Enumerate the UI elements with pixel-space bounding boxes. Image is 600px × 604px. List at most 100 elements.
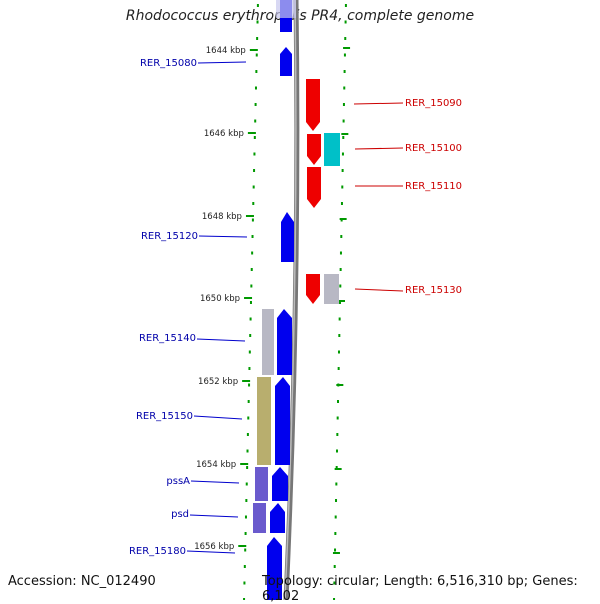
map-title: Rhodococcus erythropolis PR4, complete g…	[125, 8, 475, 24]
gene-rer-15120[interactable]	[281, 212, 294, 262]
feature-violet-pssa	[255, 467, 268, 501]
label-rer-15130[interactable]: RER_15130	[405, 285, 462, 296]
label-rer-15080[interactable]: RER_15080	[140, 58, 197, 69]
leader-rer-15180	[186, 550, 236, 554]
left-tick-track	[243, 4, 259, 600]
left-track-dot	[246, 433, 249, 436]
right-track-dot	[338, 301, 341, 304]
right-track-dot	[342, 103, 345, 106]
left-track-dot	[248, 383, 251, 387]
label-pssa[interactable]: pssA	[166, 476, 190, 487]
gene-rer-15180[interactable]	[267, 537, 282, 600]
left-track-dot	[253, 152, 256, 156]
label-rer-15120[interactable]: RER_15120	[141, 231, 198, 242]
right-major-tick	[338, 300, 345, 302]
right-track-dot	[337, 400, 339, 403]
left-track-dot	[252, 202, 255, 205]
kbp-tick-label: 1648 kbp	[202, 212, 242, 222]
label-rer-15150[interactable]: RER_15150	[136, 411, 193, 422]
left-label-group: RER_15080 RER_15120 RER_15140 RER_15150 …	[129, 58, 248, 557]
left-track-dot	[248, 350, 251, 354]
major-tick-mark	[240, 463, 249, 465]
feature-olive-15150	[257, 377, 271, 465]
label-rer-15100[interactable]: RER_15100	[405, 143, 462, 154]
accession-text: Accession: NC_012490	[8, 574, 156, 589]
right-track-dot	[342, 119, 345, 123]
label-rer-15180[interactable]: RER_15180	[129, 546, 186, 557]
left-track-dot	[243, 565, 246, 568]
left-track-dot	[249, 301, 252, 304]
right-track-dot	[340, 202, 343, 205]
left-track-dot	[244, 548, 247, 552]
left-feature-track	[253, 0, 296, 600]
right-track-dot	[341, 169, 344, 172]
left-track-dot	[252, 185, 255, 189]
right-major-tick	[339, 218, 347, 220]
left-track-dot	[246, 466, 249, 469]
major-tick-mark	[247, 132, 256, 134]
left-track-dot	[245, 482, 248, 486]
left-track-dot	[254, 86, 257, 90]
leader-pssa	[190, 480, 240, 484]
right-track-dot	[339, 268, 342, 271]
gene-rer-15150[interactable]	[275, 377, 290, 465]
leader-rer-15150	[193, 415, 243, 420]
label-psd[interactable]: psd	[171, 509, 189, 520]
left-track-dot	[248, 367, 251, 370]
right-major-tick	[336, 384, 344, 386]
gene-rer-15130[interactable]	[306, 274, 320, 304]
right-track-dot	[337, 367, 340, 370]
left-track-dot	[246, 449, 249, 453]
left-track-dot	[253, 136, 256, 139]
right-track-dot	[334, 515, 337, 519]
right-track-dot	[340, 235, 343, 238]
left-track-dot	[243, 581, 246, 585]
right-track-dot	[339, 251, 342, 255]
feature-gray-15130	[324, 274, 339, 304]
right-track-dot	[338, 334, 341, 337]
left-track-dot	[247, 416, 250, 420]
right-track-dot	[343, 53, 346, 57]
left-track-dot	[251, 251, 254, 255]
label-rer-15090[interactable]: RER_15090	[405, 98, 462, 109]
left-track-dot	[247, 400, 250, 403]
left-track-dot	[255, 53, 258, 57]
gene-pssa[interactable]	[272, 467, 288, 501]
gene-rer-15110[interactable]	[307, 167, 321, 208]
right-track-dot	[341, 185, 344, 189]
right-track-dot	[333, 598, 336, 600]
gene-rer-15090[interactable]	[306, 79, 320, 131]
leader-rer-15130	[354, 288, 404, 292]
genome-backbone-highlight	[284, 0, 297, 600]
left-track-dot	[251, 235, 254, 238]
feature-gray-15140	[262, 309, 274, 375]
kbp-tick-label: 1650 kbp	[200, 294, 240, 304]
left-track-dot	[251, 218, 254, 222]
right-track-dot	[343, 86, 346, 90]
right-major-tick	[343, 47, 351, 49]
right-track-dot	[344, 20, 347, 24]
left-track-dot	[250, 268, 253, 271]
right-track-dot	[342, 136, 345, 139]
left-track-dot	[255, 70, 258, 73]
kbp-tick-label: 1646 kbp	[204, 129, 244, 139]
gene-rer-15140[interactable]	[277, 309, 292, 375]
label-rer-15110[interactable]: RER_15110	[405, 181, 462, 192]
label-rer-15140[interactable]: RER_15140	[139, 333, 196, 344]
right-track-dot	[337, 350, 340, 354]
right-track-dot	[335, 482, 338, 486]
gene-rer-15080[interactable]	[280, 47, 292, 76]
left-track-dot	[244, 515, 247, 519]
kbp-tick-label: 1654 kbp	[196, 460, 236, 470]
leader-rer-15120	[198, 235, 248, 238]
gene-rer-15100[interactable]	[307, 134, 321, 165]
right-major-tick	[334, 468, 342, 470]
gene-psd[interactable]	[270, 503, 285, 533]
gene-block-top-faint	[276, 0, 296, 18]
left-track-dot	[254, 119, 257, 123]
right-track-dot	[336, 433, 339, 436]
major-tick-mark	[242, 380, 251, 382]
right-track-dot	[334, 532, 337, 535]
